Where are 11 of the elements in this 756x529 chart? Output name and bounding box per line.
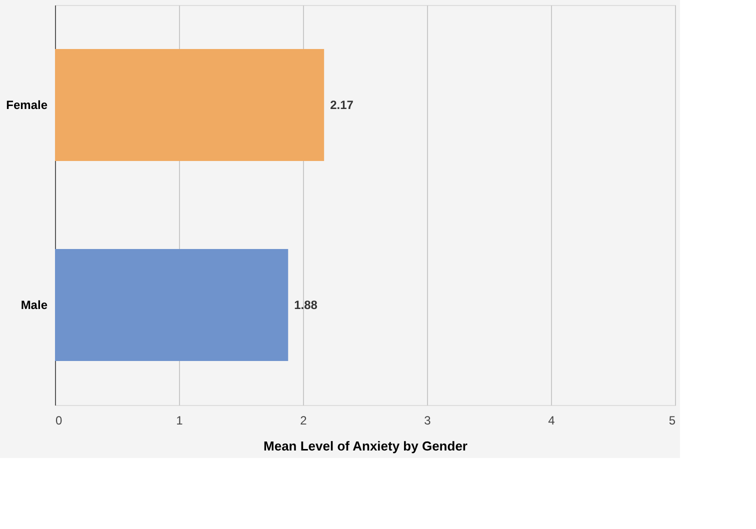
x-tick-label: 2 (300, 414, 308, 428)
y-tick-label: Male (20, 298, 48, 312)
data-label: 1.88 (294, 298, 318, 312)
x-tick-label: 4 (548, 414, 556, 428)
data-label: 2.17 (330, 98, 354, 112)
x-tick-label: 1 (176, 414, 184, 428)
y-tick-label: Female (6, 98, 48, 112)
x-tick-label: 3 (424, 414, 432, 428)
x-axis-title: Mean Level of Anxiety by Gender (264, 438, 468, 454)
x-tick-label: 0 (56, 414, 62, 428)
x-tick-label: 5 (668, 414, 676, 428)
